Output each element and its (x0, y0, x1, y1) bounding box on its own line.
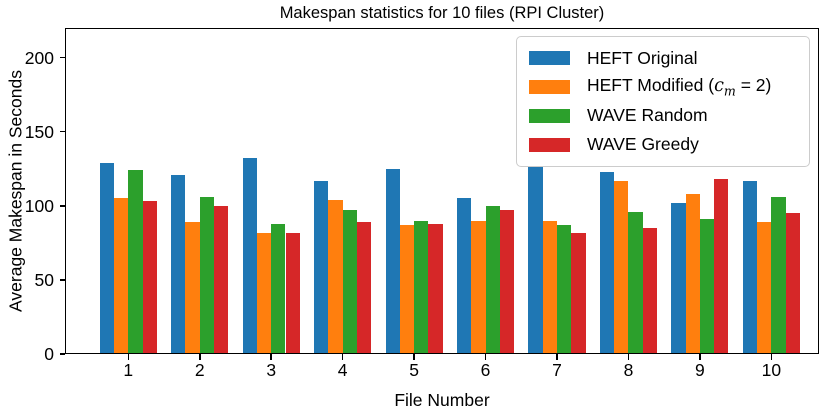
y-tick-label-0: 0 (44, 344, 54, 364)
bar-heft-modified-c-m-2-file-10 (757, 222, 772, 354)
y-axis-label: Average Makespan in Seconds (4, 28, 28, 354)
legend-item-heft-original: HEFT Original (529, 44, 797, 73)
bar-wave-greedy-file-9 (714, 179, 729, 354)
y-tick-label-200: 200 (24, 47, 54, 68)
bar-wave-random-file-9 (699, 219, 715, 354)
bar-heft-original-file-8 (599, 171, 615, 354)
legend-item-wave-greedy: WAVE Greedy (529, 130, 797, 159)
x-tick-label-7: 7 (552, 360, 562, 380)
x-tick-label-10: 10 (761, 360, 782, 380)
x-tick-mark-9 (699, 354, 701, 360)
x-tick-label-5: 5 (409, 360, 419, 380)
bar-wave-greedy-file-2 (214, 205, 229, 354)
bar-heft-original-file-10 (742, 180, 758, 354)
legend-swatch-wave-greedy (529, 137, 570, 152)
bar-heft-modified-c-m-2-file-4 (328, 199, 343, 354)
x-tick-label-3: 3 (266, 360, 277, 380)
legend-label-suffix: = 2) (735, 75, 772, 96)
y-tick-mark-100 (59, 205, 65, 207)
bar-heft-original-file-5 (385, 168, 400, 354)
bar-heft-original-file-4 (314, 180, 329, 354)
bar-wave-greedy-file-4 (356, 222, 372, 354)
bar-heft-modified-c-m-2-file-1 (114, 198, 129, 354)
legend-swatch-wave-random (529, 108, 570, 123)
bar-wave-greedy-file-5 (428, 223, 443, 354)
bar-wave-greedy-file-10 (785, 213, 800, 354)
bar-wave-random-file-10 (771, 196, 786, 354)
bar-heft-modified-c-m-2-file-6 (471, 220, 486, 354)
bar-heft-modified-c-m-2-file-2 (185, 222, 200, 354)
bar-wave-random-file-2 (199, 196, 215, 354)
bar-wave-random-file-7 (557, 225, 572, 354)
bar-wave-greedy-file-7 (571, 232, 586, 354)
x-tick-label-9: 9 (695, 360, 705, 380)
x-tick-mark-3 (270, 354, 272, 360)
bar-heft-original-file-9 (671, 202, 686, 354)
y-tick-label-150: 150 (24, 121, 54, 142)
y-tick-mark-0 (59, 353, 65, 355)
legend-label-math-var: c (714, 76, 724, 97)
legend-item-wave-random: WAVE Random (529, 102, 797, 131)
x-tick-label-4: 4 (337, 360, 348, 380)
y-tick-mark-150 (59, 130, 65, 133)
legend-swatch-heft-original (529, 51, 570, 66)
bar-wave-random-file-1 (128, 170, 143, 354)
x-tick-label-1: 1 (123, 360, 134, 380)
x-tick-mark-1 (127, 354, 130, 360)
x-tick-label-8: 8 (623, 360, 634, 380)
x-tick-mark-2 (199, 354, 201, 360)
bar-heft-modified-c-m-2-file-5 (399, 225, 415, 354)
legend-label-wave-greedy: WAVE Greedy (587, 134, 699, 155)
legend-label-prefix: HEFT Modified ( (587, 75, 715, 96)
y-tick-mark-50 (59, 279, 65, 281)
x-tick-mark-7 (556, 354, 558, 360)
legend-label-heft-original: HEFT Original (587, 47, 698, 68)
bar-heft-original-file-1 (99, 162, 114, 354)
x-tick-mark-5 (413, 354, 415, 360)
bar-wave-random-file-5 (414, 220, 429, 354)
x-tick-mark-6 (484, 354, 487, 360)
legend-item-heft-modified: HEFT Modified (cm = 2) (529, 73, 797, 102)
bar-wave-random-file-6 (485, 205, 500, 354)
legend-label-math-sub: m (723, 83, 736, 99)
x-tick-mark-10 (770, 354, 773, 360)
bar-wave-greedy-file-1 (142, 201, 157, 354)
bar-wave-greedy-file-3 (285, 232, 300, 354)
bar-wave-random-file-3 (271, 223, 286, 354)
bar-heft-original-file-7 (528, 167, 543, 354)
bar-heft-modified-c-m-2-file-7 (542, 220, 557, 354)
x-tick-label-6: 6 (480, 360, 491, 380)
x-tick-mark-8 (627, 354, 630, 360)
legend-swatch-heft-modified (529, 80, 570, 95)
y-tick-label-50: 50 (34, 269, 54, 290)
legend-label-wave-random: WAVE Random (587, 105, 708, 126)
legend: HEFT Original HEFT Modified (cm = 2) WAV… (516, 36, 810, 167)
chart-title: Makespan statistics for 10 files (RPI Cl… (279, 4, 605, 22)
bar-heft-modified-c-m-2-file-9 (685, 193, 700, 354)
bar-wave-random-file-8 (628, 211, 643, 354)
bar-heft-original-file-2 (171, 174, 186, 354)
bar-heft-original-file-6 (456, 198, 472, 354)
bar-heft-original-file-3 (242, 158, 257, 354)
bar-heft-modified-c-m-2-file-8 (614, 180, 629, 354)
x-axis-label: File Number (394, 390, 490, 410)
legend-label-heft-modified: HEFT Modified (cm = 2) (587, 75, 771, 99)
y-tick-label-100: 100 (24, 195, 54, 216)
bar-wave-random-file-4 (342, 210, 357, 354)
bar-wave-greedy-file-6 (499, 210, 515, 354)
bar-wave-greedy-file-8 (642, 228, 658, 354)
bar-heft-modified-c-m-2-file-3 (256, 232, 272, 354)
x-tick-mark-4 (341, 354, 344, 360)
y-tick-mark-200 (59, 56, 65, 59)
x-tick-label-2: 2 (194, 360, 205, 380)
